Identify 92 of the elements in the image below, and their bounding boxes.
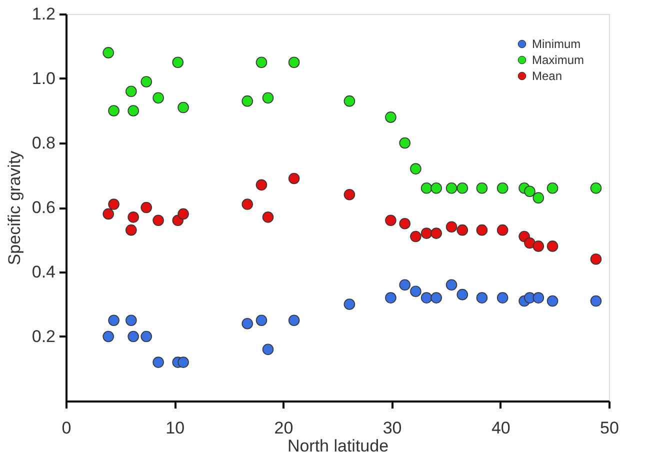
point [410, 163, 422, 174]
point [242, 318, 254, 330]
point [344, 95, 356, 107]
point [102, 47, 114, 58]
point [399, 137, 410, 149]
point [524, 186, 536, 198]
point [152, 214, 164, 226]
point [128, 212, 139, 223]
point [546, 295, 558, 307]
point [178, 102, 189, 114]
point [262, 92, 274, 104]
point [172, 56, 184, 68]
point [256, 179, 268, 191]
point [102, 330, 114, 342]
point [456, 224, 468, 236]
point [242, 95, 254, 107]
y-tick-label: 0.2 [32, 327, 56, 346]
point [399, 218, 410, 230]
point [288, 314, 300, 326]
point [126, 86, 137, 98]
point [385, 214, 396, 226]
y-tick-label: 0.4 [32, 262, 56, 282]
point [128, 105, 139, 116]
point [476, 292, 488, 304]
point [108, 198, 120, 210]
point [456, 288, 468, 300]
x-tick-label: 0 [62, 418, 72, 438]
point [128, 330, 139, 342]
point [108, 314, 120, 326]
point [446, 221, 458, 232]
point [256, 56, 268, 68]
x-tick-label: 50 [600, 418, 619, 438]
point [410, 286, 422, 297]
point [430, 228, 442, 239]
point [102, 208, 114, 220]
x-tick-label: 40 [491, 418, 510, 438]
point [288, 172, 300, 184]
y-tick-label: 0.6 [32, 198, 56, 217]
point [108, 105, 120, 116]
point [532, 192, 544, 204]
point [546, 182, 558, 194]
point [430, 292, 442, 304]
point [476, 182, 488, 194]
point [410, 230, 422, 242]
point [532, 240, 544, 252]
point [496, 182, 508, 194]
point [344, 188, 356, 200]
point [385, 112, 396, 123]
point [532, 292, 544, 304]
point [496, 292, 508, 304]
point [476, 224, 488, 236]
point [590, 182, 602, 194]
point [262, 344, 274, 356]
point [590, 253, 602, 265]
point [140, 76, 152, 88]
point [262, 212, 274, 223]
point [126, 224, 137, 236]
point [420, 182, 432, 194]
point [242, 198, 254, 210]
x-tick-label: 20 [274, 418, 294, 438]
point [178, 208, 189, 220]
point [178, 356, 189, 368]
point [288, 56, 300, 68]
point [126, 314, 137, 326]
point [420, 292, 432, 304]
point [456, 182, 468, 194]
point [420, 228, 432, 239]
x-tick-label: 10 [166, 418, 185, 438]
legend-label: Mean [532, 69, 562, 83]
point [344, 298, 356, 310]
y-tick-label: 1.0 [32, 69, 56, 88]
point [430, 182, 442, 194]
point [524, 237, 536, 249]
point [152, 356, 164, 368]
legend-label: Minimum [532, 37, 581, 51]
point [385, 292, 396, 304]
point [590, 295, 602, 307]
y-tick-label: 0.8 [32, 134, 56, 152]
x-tick-label: 30 [382, 418, 402, 438]
point [546, 240, 558, 252]
y-tick-label: 1.2 [32, 4, 56, 24]
point [140, 202, 152, 214]
point [446, 182, 458, 194]
point [256, 314, 268, 326]
point [446, 279, 458, 291]
point [399, 279, 410, 291]
x-axis-title: North latitude [287, 436, 389, 456]
point [496, 224, 508, 236]
point [152, 92, 164, 104]
y-axis-title: Specific gravity [4, 150, 24, 266]
legend-label: Maximum [532, 53, 584, 67]
point [140, 330, 152, 342]
